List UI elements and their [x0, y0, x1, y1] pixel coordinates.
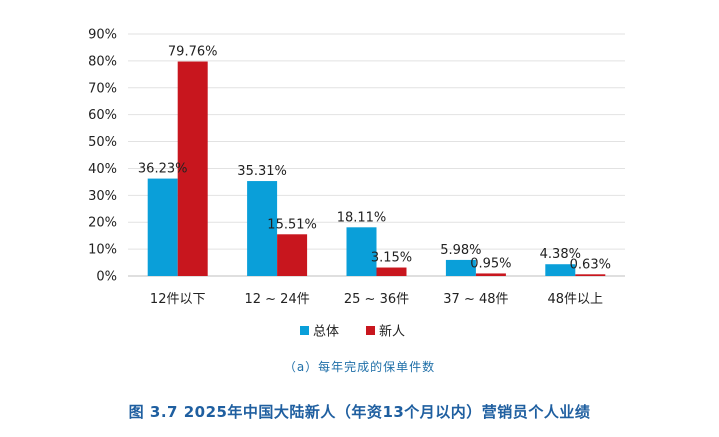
- legend-label: 新人: [379, 324, 405, 340]
- y-tick-label: 0%: [96, 270, 117, 285]
- chart-subcaption: （a）每年完成的保单件数: [283, 360, 436, 374]
- y-tick-label: 50%: [88, 135, 117, 150]
- x-tick-label: 12件以下: [150, 292, 206, 307]
- y-tick-label: 80%: [88, 54, 117, 69]
- data-label: 15.51%: [267, 217, 317, 232]
- bar-overall: [545, 264, 576, 276]
- gridlines: [128, 33, 625, 277]
- bar-chart: 0% 10% 20% 30% 40% 50% 60% 70% 80% 90% 36.23% 79.7…: [88, 28, 625, 340]
- y-tick-label: 20%: [88, 216, 117, 231]
- data-label: 79.76%: [168, 45, 218, 60]
- y-tick-label: 70%: [88, 81, 117, 96]
- bar-new: [376, 267, 407, 276]
- legend: 总体 新人: [300, 324, 405, 340]
- data-label: 0.95%: [470, 256, 511, 271]
- y-tick-label: 60%: [88, 108, 117, 123]
- bars: [147, 61, 606, 276]
- bar-new: [277, 234, 308, 276]
- data-label: 18.11%: [337, 210, 387, 225]
- x-tick-label: 25 ~ 36件: [344, 292, 409, 307]
- bar-new: [475, 273, 506, 276]
- bar-overall: [445, 259, 476, 276]
- y-tick-label: 10%: [88, 243, 117, 258]
- data-label: 4.38%: [540, 247, 581, 262]
- x-tick-label: 37 ~ 48件: [443, 292, 508, 307]
- data-label: 0.63%: [570, 257, 611, 272]
- y-tick-label: 30%: [88, 189, 117, 204]
- data-label: 36.23%: [138, 162, 188, 177]
- legend-swatch-overall: [300, 326, 309, 335]
- x-tick-label: 48件以上: [548, 292, 604, 307]
- legend-swatch-new: [366, 326, 375, 335]
- bar-overall: [346, 227, 377, 276]
- bar-overall: [147, 178, 178, 276]
- figure-title: 图 3.7 2025年中国大陆新人（年资13个月以内）营销员个人业绩: [128, 403, 591, 421]
- data-label: 35.31%: [237, 164, 287, 179]
- bar-overall: [247, 181, 278, 276]
- bar-new: [575, 274, 606, 276]
- data-label: 5.98%: [440, 243, 481, 258]
- x-axis-ticks: 12件以下 12 ~ 24件 25 ~ 36件 37 ~ 48件 48件以上: [150, 292, 603, 307]
- y-axis-ticks: 0% 10% 20% 30% 40% 50% 60% 70% 80% 90%: [88, 28, 117, 285]
- legend-label: 总体: [313, 325, 339, 340]
- data-label: 3.15%: [371, 251, 412, 266]
- y-tick-label: 40%: [88, 162, 117, 177]
- x-tick-label: 12 ~ 24件: [244, 292, 309, 307]
- y-tick-label: 90%: [88, 28, 117, 43]
- data-labels: 36.23% 79.76% 35.31% 15.51% 18.11% 3.15% 5.98%…: [138, 45, 611, 273]
- bar-new: [177, 61, 208, 276]
